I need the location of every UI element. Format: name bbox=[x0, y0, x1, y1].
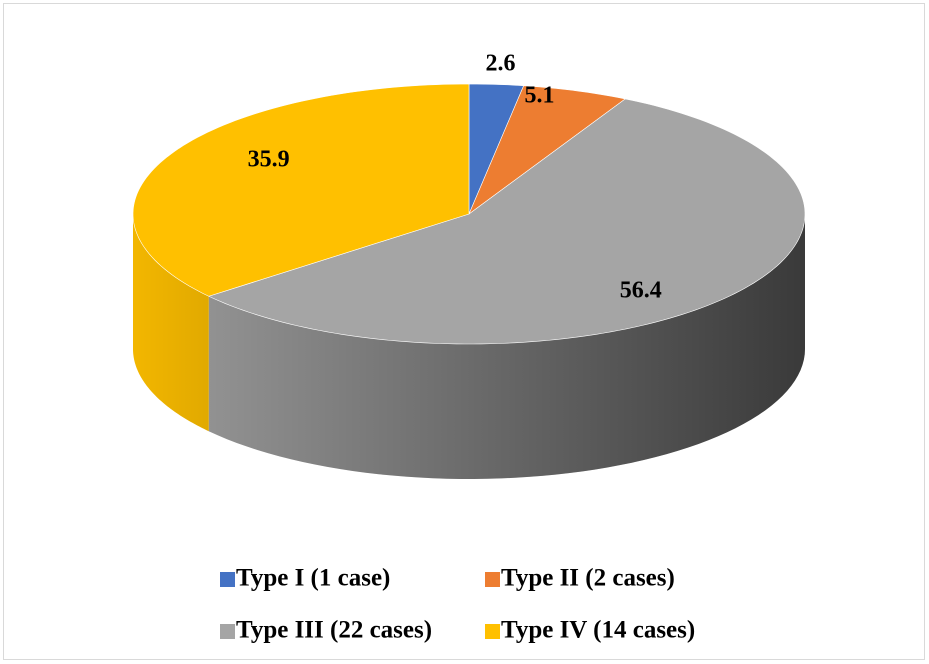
value-label: 5.1 bbox=[525, 82, 555, 108]
pie-side-shade bbox=[208, 214, 805, 479]
legend-swatch bbox=[485, 624, 500, 639]
legend-swatch bbox=[220, 624, 235, 639]
pie: 2.6 5.1 56.4 35.9 bbox=[132, 50, 806, 479]
pie-slice bbox=[207, 98, 806, 345]
legend-label: Type IV (14 cases) bbox=[501, 617, 695, 644]
legend-label: Type II (2 cases) bbox=[501, 565, 675, 592]
pie-side-shade bbox=[133, 214, 209, 432]
legend-label: Type I (1 case) bbox=[236, 565, 390, 592]
legend-label: Type III (22 cases) bbox=[236, 617, 432, 644]
value-label: 56.4 bbox=[620, 278, 662, 304]
legend: Type I (1 case) Type II (2 cases) Type III… bbox=[220, 565, 695, 644]
chart-border bbox=[3, 3, 925, 660]
pie-slice bbox=[132, 83, 470, 297]
value-label: 2.6 bbox=[486, 50, 516, 76]
legend-swatch bbox=[220, 572, 235, 587]
legend-swatch bbox=[485, 572, 500, 587]
value-label: 35.9 bbox=[248, 147, 290, 173]
pie-slice bbox=[468, 85, 627, 215]
